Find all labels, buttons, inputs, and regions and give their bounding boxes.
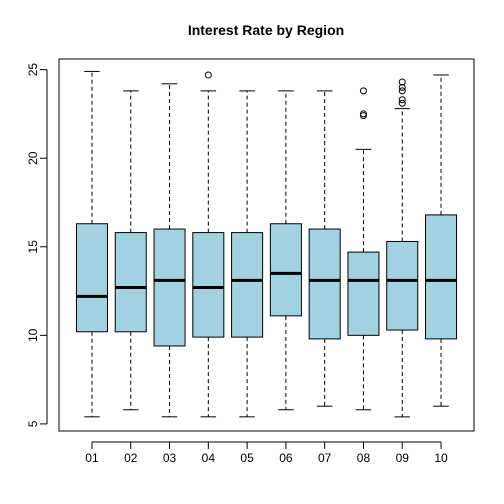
box-series [75,70,458,418]
box-01 [75,70,108,418]
outlier-point [204,71,212,79]
box-02 [114,90,147,411]
y-axis: 5 10 15 20 25 [26,63,48,427]
y-tick-label: 10 [26,328,40,342]
iqr-box [192,232,225,338]
x-tick-label: 05 [240,451,254,465]
x-tick-label: 08 [357,451,371,465]
box-09 [386,78,419,418]
x-tick-label: 07 [318,451,332,465]
y-tick-label: 20 [26,151,40,165]
box-07 [308,90,341,407]
chart-title: Interest Rate by Region [188,22,344,38]
x-tick-label: 06 [279,451,293,465]
iqr-box [308,228,341,340]
outlier-point [398,83,406,91]
x-tick-label: 03 [163,451,177,465]
iqr-box [75,223,108,333]
iqr-box [269,223,302,317]
x-axis: 01 02 03 04 05 06 07 08 09 10 [85,441,448,465]
iqr-box [114,232,147,333]
box-08 [347,87,380,411]
outlier-point [398,87,406,95]
x-tick-label: 02 [124,451,138,465]
x-tick-label: 09 [396,451,410,465]
iqr-box [386,240,419,331]
box-05 [231,90,264,418]
y-tick-label: 25 [26,63,40,77]
iqr-box [231,232,264,338]
x-tick-label: 04 [202,451,216,465]
iqr-box [153,228,186,347]
x-tick-label: 10 [434,451,448,465]
outlier-point [359,110,367,118]
box-04 [192,71,225,418]
box-03 [153,83,186,418]
outlier-point [398,78,406,86]
box-10 [425,74,458,407]
y-tick-label: 5 [26,420,40,427]
box-06 [269,90,302,411]
outlier-point [398,96,406,104]
iqr-box [347,251,380,336]
outlier-point [398,99,406,107]
iqr-box [425,214,458,340]
outlier-point [359,87,367,95]
x-tick-label: 01 [85,451,99,465]
y-tick-label: 15 [26,240,40,254]
plot-frame [58,58,475,432]
